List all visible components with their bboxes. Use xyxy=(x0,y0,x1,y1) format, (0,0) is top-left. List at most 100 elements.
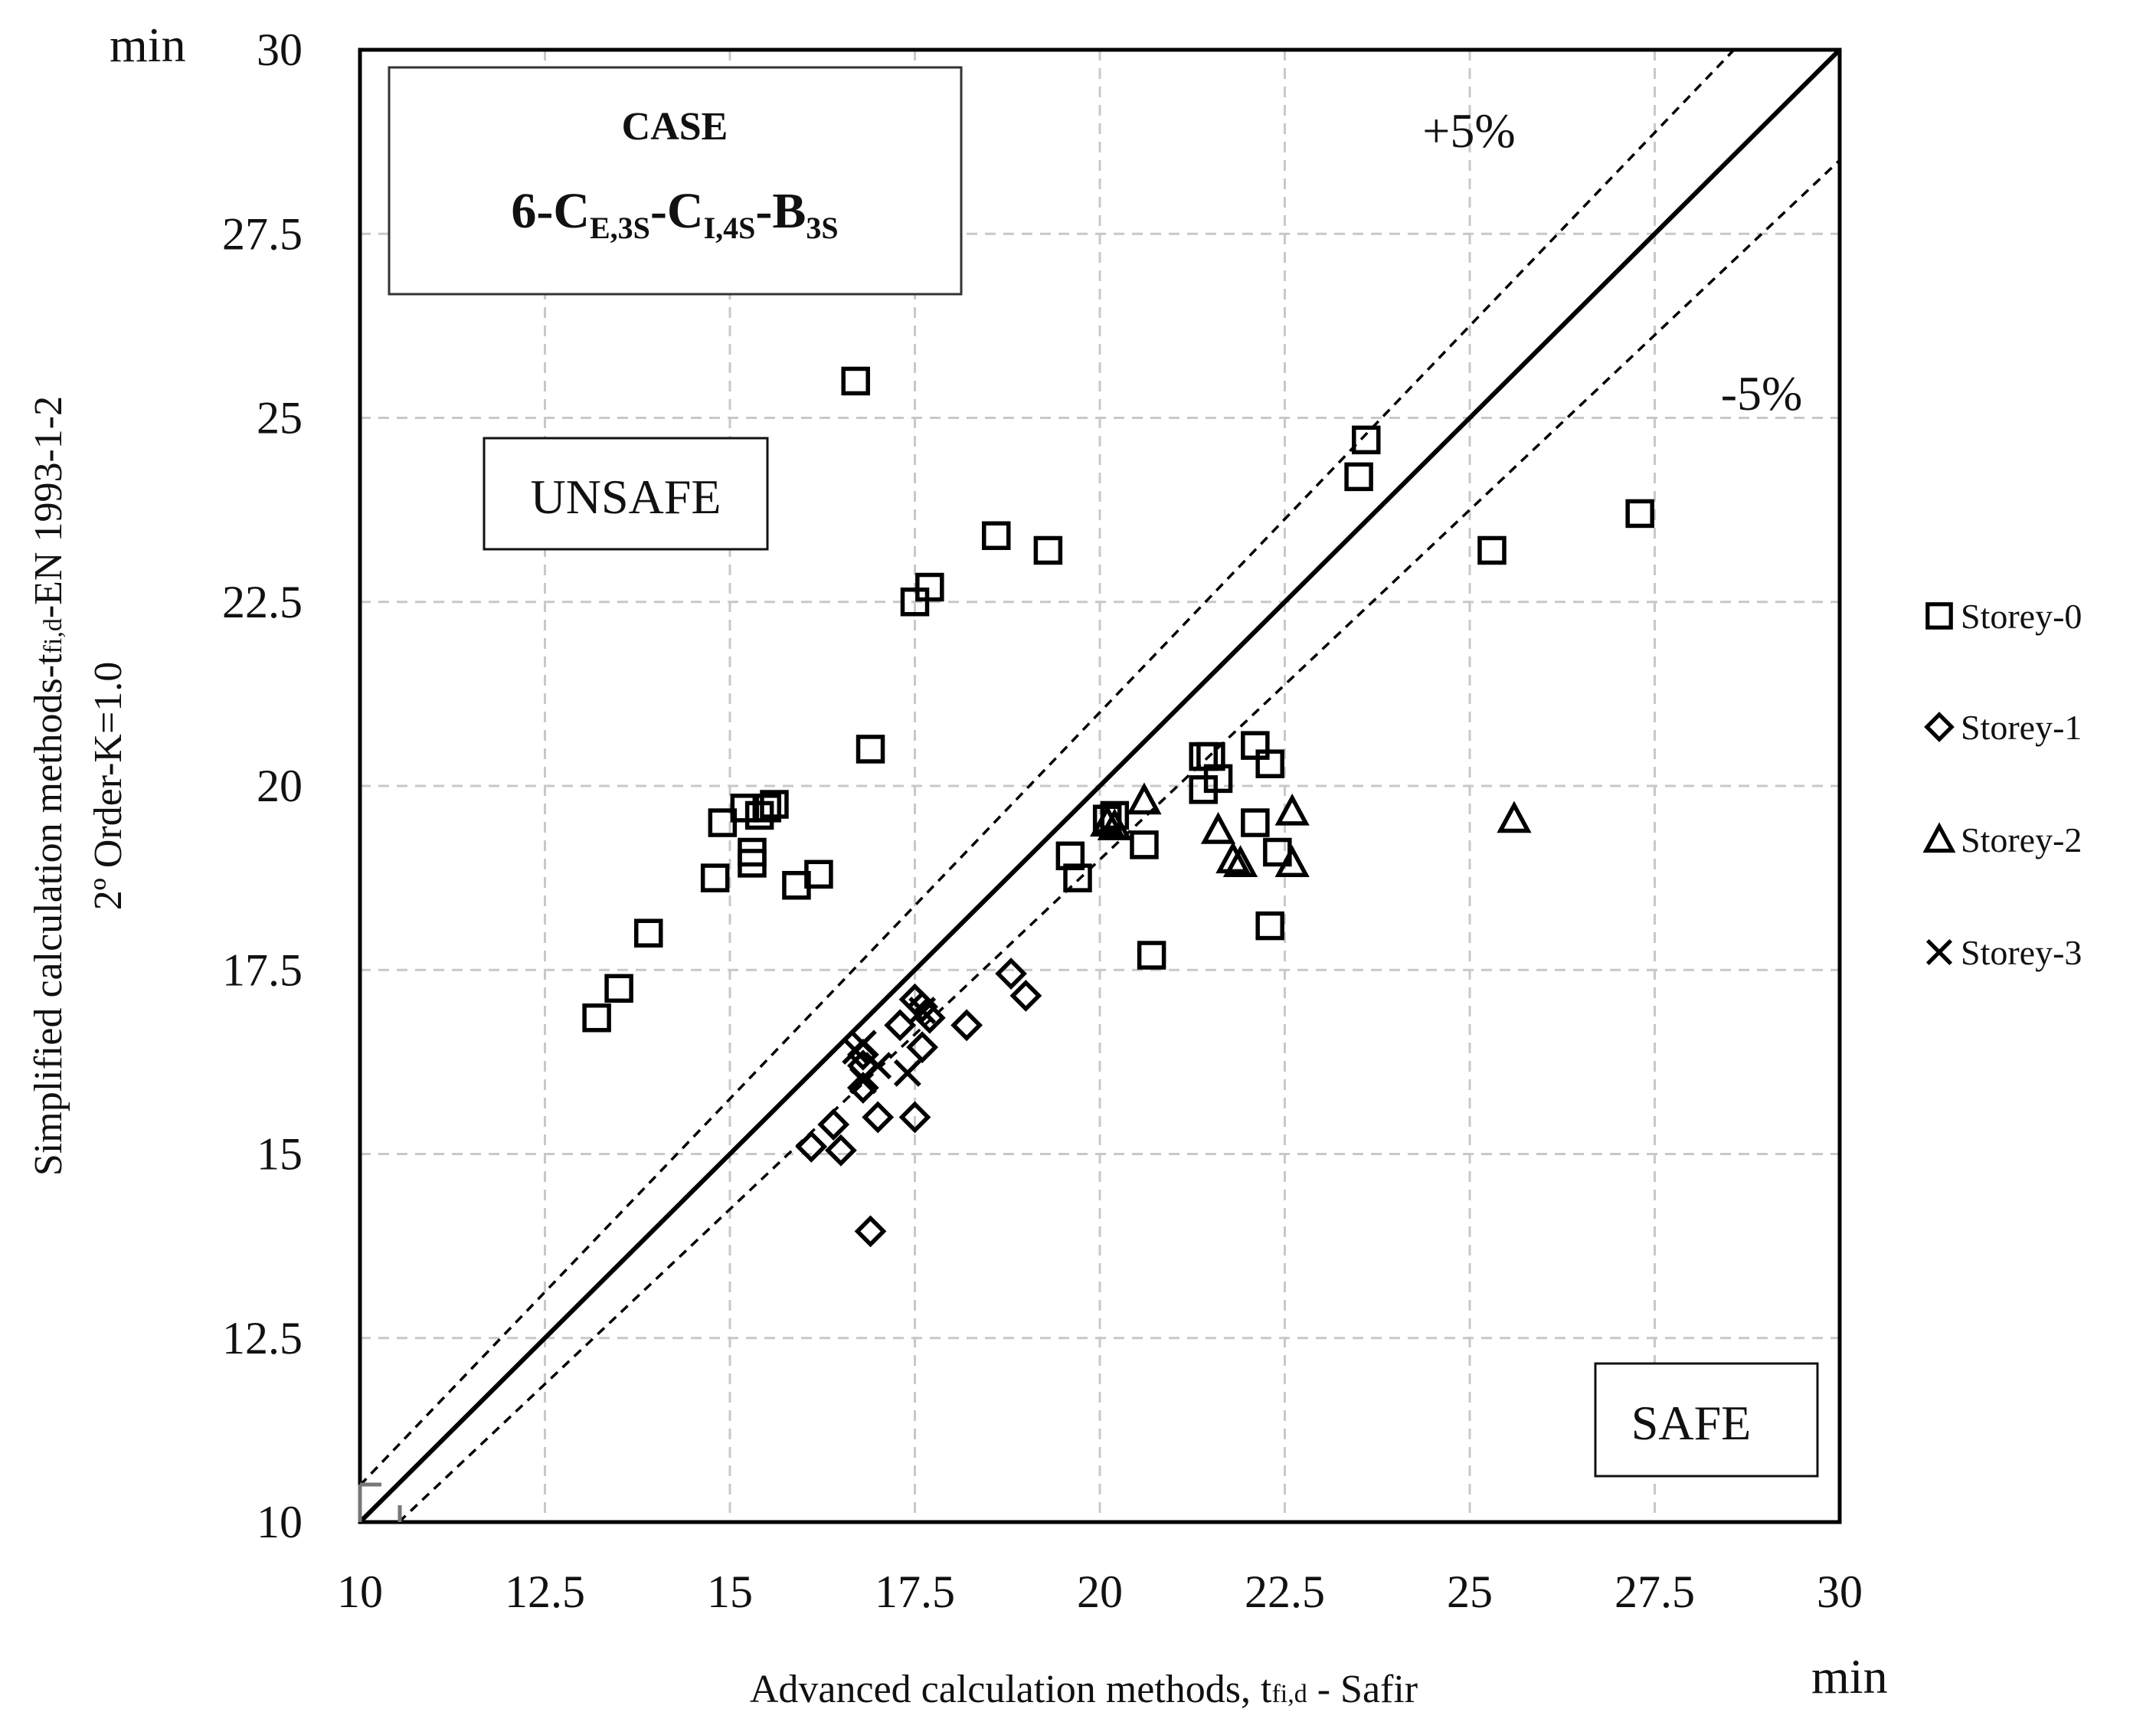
y-tick-label: 22.5 xyxy=(222,577,303,627)
x-tick-label: 20 xyxy=(1077,1566,1123,1617)
x-tick-labels: 10 12.5 15 17.5 20 22.5 25 27.5 30 xyxy=(337,1566,1863,1617)
data-point-storey-2 xyxy=(1127,782,1162,815)
data-point-storey-0 xyxy=(633,918,663,948)
data-point-storey-0 xyxy=(1477,535,1507,565)
data-point-storey-0 xyxy=(1344,462,1373,492)
data-point-storey-2 xyxy=(1497,800,1532,833)
case-id: 6-CE,3S-CI,4S-B3S xyxy=(511,183,838,245)
data-point-storey-0 xyxy=(982,521,1011,551)
data-point-storey-1 xyxy=(950,1009,983,1042)
legend-item-storey-0: Storey-0 xyxy=(1925,597,2082,636)
data-point-storey-2 xyxy=(1222,845,1258,877)
series-storey-3 xyxy=(842,997,937,1095)
x-tick-label: 10 xyxy=(337,1566,383,1617)
data-point-storey-1 xyxy=(898,1101,931,1134)
x-tick-label: 25 xyxy=(1447,1566,1493,1617)
data-point-storey-0 xyxy=(900,588,930,617)
data-point-storey-0 xyxy=(582,1003,611,1033)
unsafe-label: UNSAFE xyxy=(531,470,721,524)
data-point-storey-0 xyxy=(738,849,767,878)
x-tick-label: 27.5 xyxy=(1615,1566,1695,1617)
data-point-storey-0 xyxy=(1241,731,1270,760)
data-point-storey-0 xyxy=(730,794,760,823)
data-point-storey-0 xyxy=(708,808,738,837)
series-storey-2 xyxy=(1090,782,1532,877)
data-point-storey-2 xyxy=(1200,811,1236,844)
legend-label: Storey-3 xyxy=(1961,933,2082,972)
data-point-storey-0 xyxy=(841,366,870,396)
data-point-storey-3 xyxy=(849,1066,877,1095)
legend-item-storey-2: Storey-2 xyxy=(1922,820,2082,859)
data-point-storey-1 xyxy=(846,1072,879,1104)
data-point-storey-0 xyxy=(1063,863,1092,892)
legend-item-storey-1: Storey-1 xyxy=(1924,708,2082,747)
data-point-storey-1 xyxy=(817,1108,850,1141)
y-tick-label: 25 xyxy=(257,393,303,444)
data-point-storey-0 xyxy=(1625,499,1654,529)
data-point-storey-2 xyxy=(1097,808,1132,840)
y-tick-label: 27.5 xyxy=(222,208,303,259)
y-tick-label: 12.5 xyxy=(222,1313,303,1364)
x-tick-label: 30 xyxy=(1817,1566,1863,1617)
y-tick-label: 20 xyxy=(257,761,303,811)
reference-lines xyxy=(358,47,1842,1524)
series-storey-0 xyxy=(582,366,1654,1033)
data-point-storey-0 xyxy=(1130,830,1159,859)
y-tick-labels: 10 12.5 15 17.5 20 22.5 25 27.5 30 xyxy=(222,25,303,1547)
minus-5-label: -5% xyxy=(1721,366,1803,421)
x-axis-title: Advanced calculation methods, tfi,d - Sa… xyxy=(750,1668,1418,1711)
x-tick-label: 12.5 xyxy=(505,1566,585,1617)
data-point-storey-0 xyxy=(1241,808,1270,837)
legend-item-storey-3: Storey-3 xyxy=(1925,933,2082,972)
y-tick-label: 10 xyxy=(257,1497,303,1547)
series-storey-1 xyxy=(795,958,1042,1248)
reference-line-minus-5 xyxy=(398,159,1841,1524)
y-unit-label: min xyxy=(110,18,186,72)
plot-frame xyxy=(358,47,1842,1524)
case-box: CASE 6-CE,3S-CI,4S-B3S xyxy=(388,66,963,296)
data-point-storey-0 xyxy=(604,974,633,1003)
x-tick-label: 17.5 xyxy=(875,1566,955,1617)
legend: Storey-0 Storey-1 Storey-2 Storey-3 xyxy=(1922,597,2082,972)
y-axis-subtitle: 2º Order-K=1.0 xyxy=(87,662,130,911)
y-tick-label: 17.5 xyxy=(222,944,303,995)
x-tick-label: 22.5 xyxy=(1245,1566,1325,1617)
safe-label: SAFE xyxy=(1631,1396,1752,1450)
grid xyxy=(360,50,1840,1522)
y-tick-label: 30 xyxy=(257,25,303,75)
data-point-storey-0 xyxy=(700,863,730,892)
data-point-storey-2 xyxy=(1215,841,1251,874)
legend-label: Storey-0 xyxy=(1961,597,2082,636)
data-points xyxy=(582,366,1654,1248)
data-point-storey-0 xyxy=(915,572,944,602)
legend-marker-storey-2 xyxy=(1922,822,1956,853)
data-point-storey-3 xyxy=(842,1037,870,1065)
data-point-storey-1 xyxy=(906,1031,939,1064)
legend-marker-storey-3 xyxy=(1925,938,1953,966)
data-point-storey-1 xyxy=(995,958,1027,990)
data-point-storey-1 xyxy=(884,1009,917,1042)
legend-label: Storey-1 xyxy=(1961,708,2082,747)
data-point-storey-0 xyxy=(1203,764,1233,794)
data-point-storey-0 xyxy=(1055,841,1085,871)
data-point-storey-0 xyxy=(752,794,782,823)
data-point-storey-0 xyxy=(1352,425,1381,455)
data-point-storey-1 xyxy=(862,1101,895,1134)
x-unit-label: min xyxy=(1811,1649,1888,1704)
plus-5-label: +5% xyxy=(1422,103,1515,158)
data-point-storey-1 xyxy=(825,1134,857,1167)
data-point-storey-1 xyxy=(854,1215,887,1248)
y-axis-title: Simplified calculation methods-tfi,d-EN … xyxy=(27,396,70,1176)
data-point-storey-0 xyxy=(1255,911,1284,941)
x-tick-label: 15 xyxy=(707,1566,753,1617)
data-point-storey-0 xyxy=(760,790,789,819)
data-point-storey-0 xyxy=(782,870,811,900)
reference-line-equality xyxy=(358,47,1842,1524)
case-label: CASE xyxy=(622,105,728,149)
origin-corner-mark xyxy=(358,1482,402,1522)
y-tick-label: 15 xyxy=(257,1129,303,1180)
data-point-storey-0 xyxy=(1033,535,1063,565)
data-point-storey-0 xyxy=(856,735,885,764)
legend-marker-storey-1 xyxy=(1924,712,1955,742)
